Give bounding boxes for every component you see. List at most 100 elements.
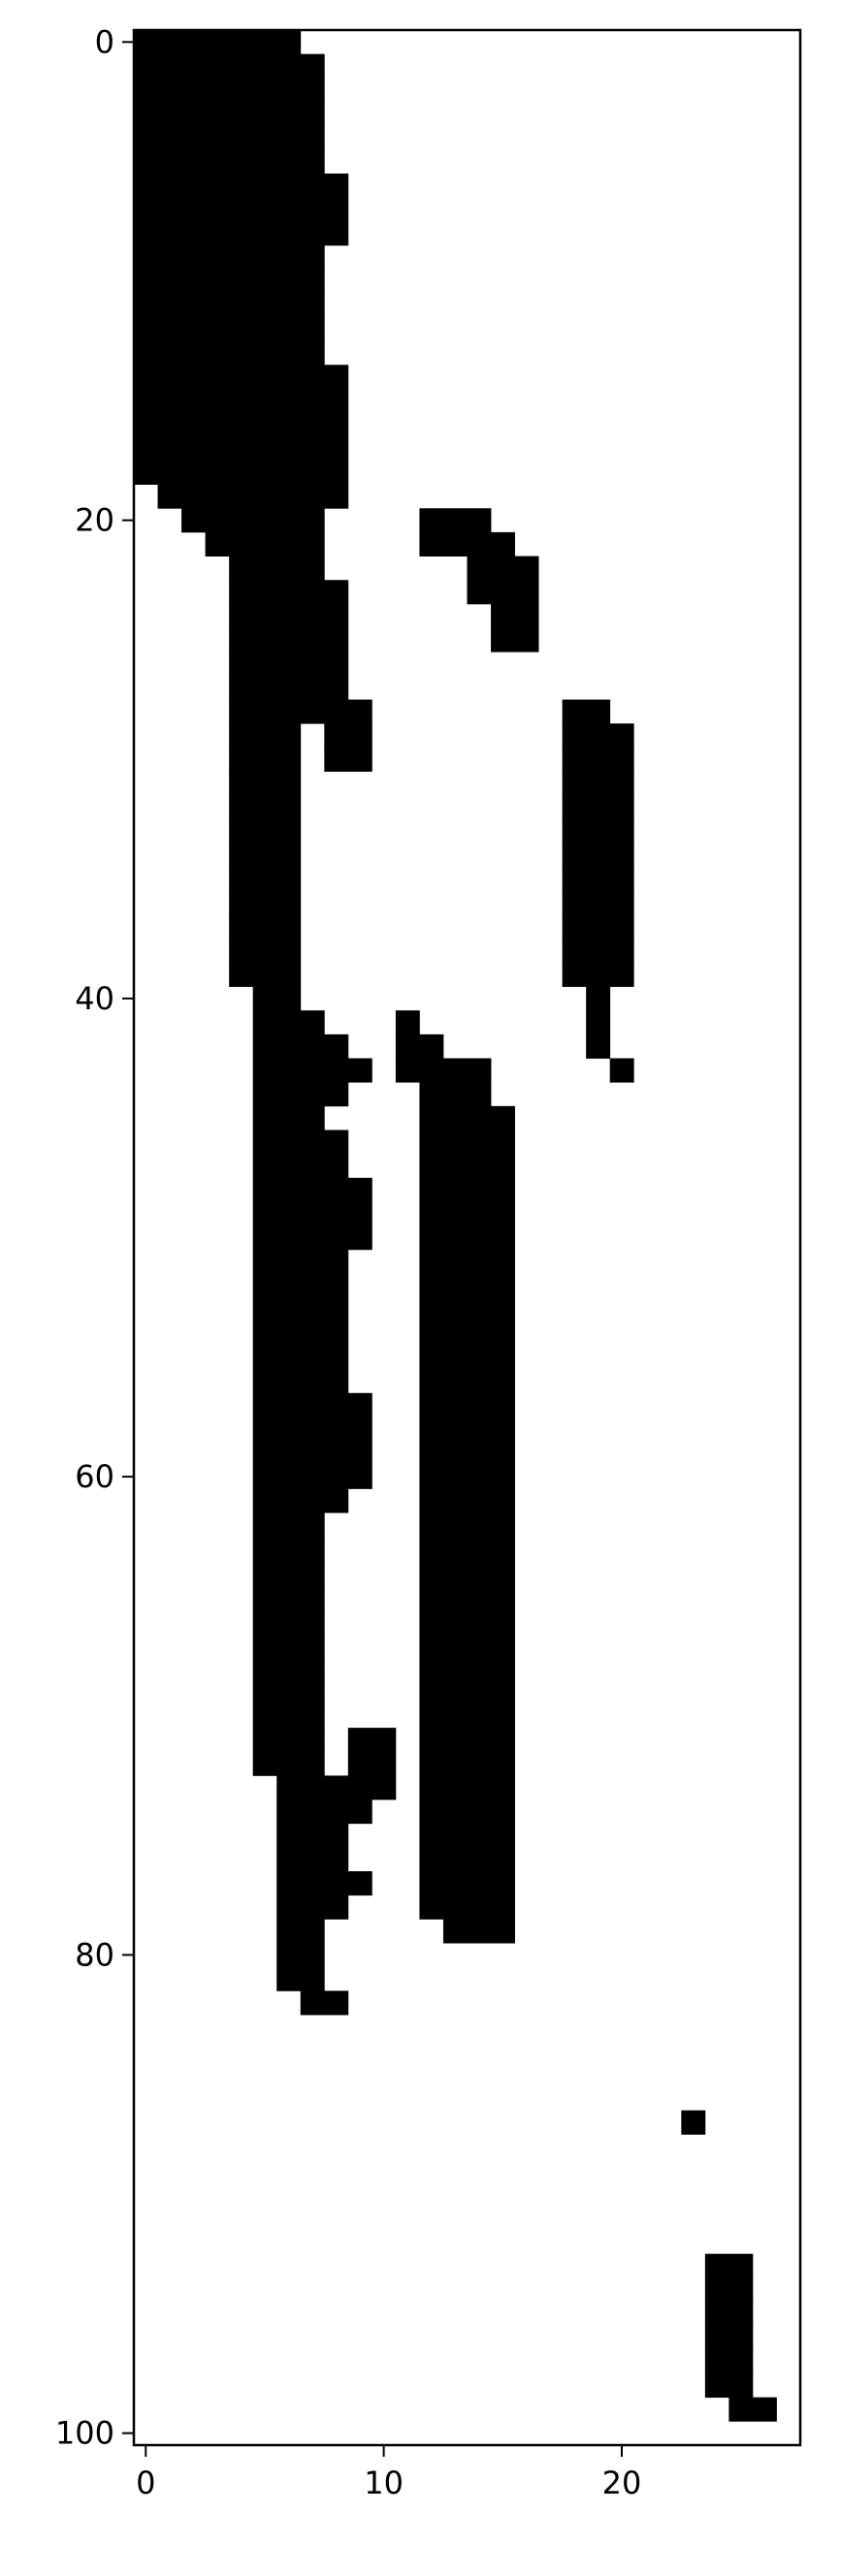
heatmap-cell-run [728, 2397, 777, 2422]
heatmap-cell-run [419, 1728, 515, 1753]
heatmap-cell-run [252, 1656, 325, 1681]
heatmap-cell-run [419, 1751, 515, 1776]
heatmap-cell-run [324, 723, 372, 748]
heatmap-cell-run [562, 771, 634, 796]
heatmap-cell-run [419, 1464, 515, 1489]
heatmap-cell-run [704, 2253, 754, 2278]
heatmap-cell-run [229, 962, 302, 987]
heatmap-cell-run [419, 1201, 515, 1226]
heatmap-cell-run [704, 2349, 754, 2374]
heatmap-cell-run [229, 843, 302, 868]
heatmap-cells [134, 30, 777, 2422]
heatmap-cell-run [562, 723, 634, 748]
heatmap-cell-run [419, 1799, 515, 1825]
heatmap-cell-run [419, 1392, 515, 1417]
heatmap-cell-run [229, 723, 302, 748]
heatmap-cell-run [419, 1607, 515, 1633]
heatmap-cell-run [157, 484, 349, 509]
heatmap-cell-run [252, 1320, 349, 1346]
heatmap-cell-run [300, 1990, 349, 2016]
heatmap-cell-run [419, 1297, 515, 1322]
x-tick-label: 10 [364, 2465, 404, 2501]
heatmap-cell-run [562, 747, 634, 772]
heatmap-cell-run [252, 1584, 325, 1609]
heatmap-cell-run [134, 53, 325, 79]
heatmap-cell-run [134, 316, 325, 342]
heatmap-cell-run [419, 1105, 515, 1130]
heatmap-cell-run [229, 771, 302, 796]
heatmap-cell-run [252, 1416, 372, 1442]
x-tick-label: 20 [602, 2465, 642, 2501]
heatmap-cell-run [229, 747, 302, 772]
heatmap-cell-run [419, 1871, 515, 1896]
heatmap-cell-run [229, 556, 325, 581]
heatmap-cell-run [324, 747, 372, 772]
heatmap-cell-run [252, 1464, 372, 1489]
y-tick-label: 0 [95, 23, 114, 60]
heatmap-cell-run [276, 1871, 372, 1896]
heatmap-cell-run [276, 1894, 349, 1920]
heatmap-cell-run [252, 1249, 349, 1274]
heatmap-cell-run [395, 1058, 492, 1083]
heatmap-cell-run [134, 388, 349, 414]
heatmap-cell-run [134, 149, 325, 175]
heatmap-cell-run [276, 1775, 397, 1800]
heatmap-cell-run [419, 1512, 515, 1538]
heatmap-cell-run [704, 2373, 754, 2399]
heatmap-cell-run [704, 2325, 754, 2350]
heatmap-cell-run [205, 531, 230, 557]
heatmap-cell-run [419, 1847, 515, 1872]
y-axis: 0 20 40 60 80 100 [55, 23, 134, 2452]
heatmap-cell-run [419, 1416, 515, 1442]
heatmap-cell-run [467, 580, 539, 605]
heatmap-cell-run [134, 173, 349, 199]
heatmap-cell-run [419, 1584, 515, 1609]
heatmap-cell-run [419, 1082, 492, 1107]
heatmap-cell-run [252, 1751, 325, 1776]
heatmap-cell-run [419, 1488, 515, 1513]
heatmap-cell-run [395, 1034, 444, 1059]
heatmap-cell-run [562, 938, 634, 964]
heatmap-cell-run [134, 30, 302, 55]
heatmap-cell-run [419, 1656, 515, 1681]
heatmap-cell-run [252, 1728, 325, 1753]
heatmap-cell-run [134, 365, 349, 390]
heatmap-cell-run [419, 1703, 515, 1729]
heatmap-cell-run [134, 101, 325, 127]
heatmap-cell-run [252, 1679, 325, 1704]
heatmap-cell-run [419, 1823, 515, 1848]
heatmap-cell-run [252, 1273, 349, 1298]
heatmap-cell-run [229, 890, 302, 915]
heatmap-cell-run [252, 1512, 325, 1538]
heatmap-cell-run [276, 1799, 372, 1825]
heatmap-cell-run [419, 1249, 515, 1274]
heatmap-cell-run [229, 627, 349, 652]
heatmap-cell-run [229, 818, 302, 843]
heatmap-cell-run [252, 1010, 325, 1035]
heatmap-cell-run [419, 1441, 515, 1466]
heatmap-cell-run [347, 1728, 397, 1753]
y-tick-label: 80 [75, 1936, 114, 1973]
heatmap-cell-run [419, 1894, 515, 1920]
heatmap-cell-run [704, 2302, 754, 2327]
heatmap-cell-run [252, 1201, 372, 1226]
heatmap-cell-run [252, 1703, 325, 1729]
x-axis: 0 10 20 [136, 2445, 641, 2501]
heatmap-cell-run [419, 1225, 515, 1251]
heatmap-cell-run [134, 293, 325, 318]
heatmap-cell-run [181, 508, 230, 533]
y-tick-label: 60 [75, 1458, 114, 1495]
heatmap-cell-run [252, 1441, 372, 1466]
heatmap-cell-run [252, 1488, 349, 1513]
heatmap-cell-run [419, 1560, 515, 1585]
heatmap-cell-run [419, 1679, 515, 1704]
y-tick-label: 20 [75, 502, 114, 539]
y-tick-label: 100 [55, 2415, 114, 2452]
heatmap-cell-run [586, 1010, 611, 1035]
heatmap-cell-run [419, 531, 515, 557]
heatmap-cell-run [562, 843, 634, 868]
heatmap-cell-run [562, 914, 634, 939]
heatmap-cell-run [467, 556, 539, 581]
heatmap-cell-run [134, 78, 325, 103]
